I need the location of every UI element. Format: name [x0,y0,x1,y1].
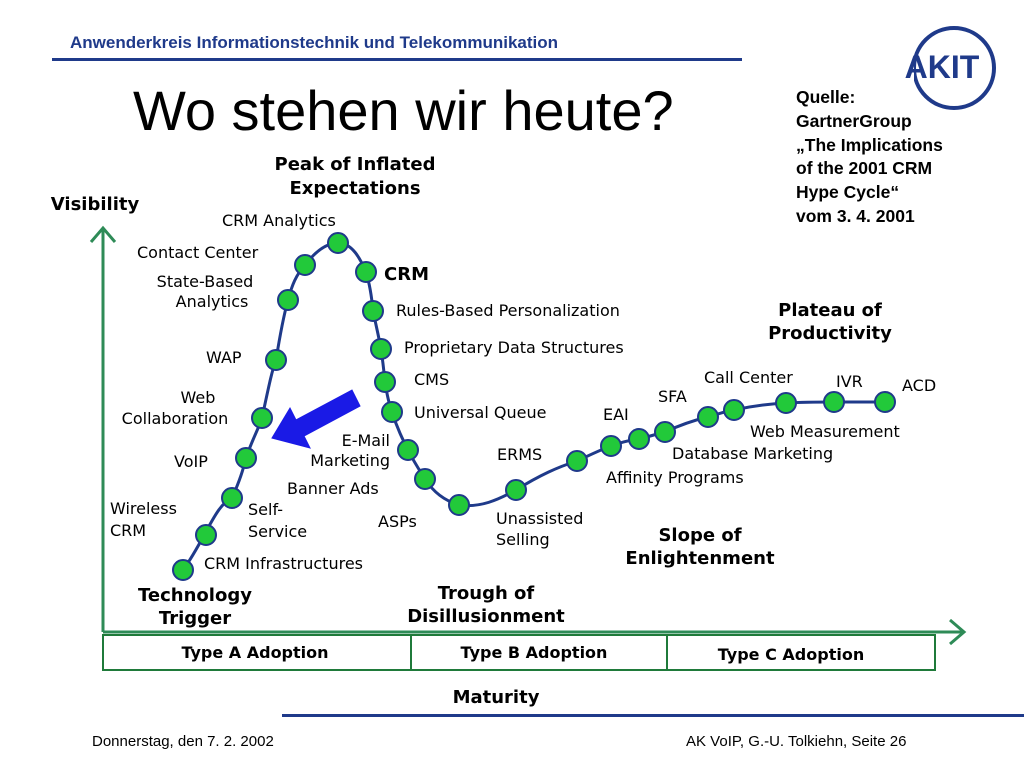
label-contact-center: Contact Center [137,243,259,262]
label-self-service-2: Service [248,522,307,541]
node-wireless-crm [195,524,217,546]
label-proprietary: Proprietary Data Structures [404,338,624,357]
label-web-measurement: Web Measurement [750,422,900,441]
label-web-collaboration-1: Web [181,388,216,407]
adoption-label-b: Type B Adoption [461,643,608,662]
node-crm-analytics [327,232,349,254]
label-wireless-crm-2: CRM [110,521,146,540]
node-acd [874,391,896,413]
phase-peak-line2: Expectations [289,178,420,199]
node-wap [265,349,287,371]
phase-plateau-line2: Productivity [768,323,892,344]
node-web-measurement [723,399,745,421]
label-ivr: IVR [836,372,863,391]
label-email-marketing-2: Marketing [310,451,390,470]
phase-peak-line1: Peak of Inflated [275,154,436,175]
adoption-box-c [666,634,936,671]
node-crm-infrastructures [172,559,194,581]
footer-page: AK VoIP, G.-U. Tolkiehn, Seite 26 [686,733,907,750]
adoption-label-c: Type C Adoption [718,645,864,664]
footer-rule [282,714,1024,717]
adoption-box-b [410,634,668,671]
phase-plateau-line1: Plateau of [778,300,882,321]
phase-trough-line1: Trough of [438,583,535,604]
adoption-label-a: Type A Adoption [181,643,328,662]
node-ivr [823,391,845,413]
node-web-collaboration [251,407,273,429]
akit-logo: AKIT [892,20,996,120]
x-axis-label: Maturity [453,687,540,708]
node-proprietary [370,338,392,360]
phase-slope-line1: Slope of [658,525,741,546]
node-rules-based [362,300,384,322]
node-banner-ads [414,468,436,490]
y-axis-arrowhead [89,225,117,243]
label-state-based-1: State-Based [157,272,254,291]
slide-title: Wo stehen wir heute? [133,79,674,142]
label-unassisted-2: Selling [496,530,550,549]
node-voip [235,447,257,469]
source-line: „The Implications [796,134,943,155]
source-line: of the 2001 CRM [796,158,933,179]
node-erms [566,450,588,472]
phase-slope-line2: Enlightenment [625,548,775,569]
source-line: vom 3. 4. 2001 [796,205,915,226]
label-asps: ASPs [378,512,417,531]
header-rule [52,58,742,61]
label-call-center: Call Center [704,368,793,387]
label-email-marketing-1: E-Mail [342,431,390,450]
source-line: GartnerGroup [796,110,912,131]
adoption-box-a [102,634,412,671]
node-crm [355,261,377,283]
phase-trough-line2: Disillusionment [407,606,565,627]
label-cms: CMS [414,370,449,389]
node-state-based-analytics [277,289,299,311]
label-voip: VoIP [174,452,208,471]
node-universal-queue [381,401,403,423]
left-pointing-arrow-icon [271,389,361,449]
node-email-marketing [397,439,419,461]
node-unassisted-selling [505,479,527,501]
label-state-based-2: Analytics [176,292,249,311]
label-wireless-crm-1: Wireless [110,499,177,518]
label-web-collaboration-2: Collaboration [122,409,229,428]
label-rules-based: Rules-Based Personalization [396,301,620,320]
node-contact-center [294,254,316,276]
label-crm-analytics: CRM Analytics [222,211,336,230]
label-banner-ads: Banner Ads [287,479,379,498]
node-database-marketing [654,421,676,443]
label-acd: ACD [902,376,936,395]
phase-trigger-line2: Trigger [159,608,231,629]
phase-trigger-line1: Technology [138,585,252,606]
label-crm: CRM [384,264,429,285]
node-asps [448,494,470,516]
node-sfa [697,406,719,428]
footer-date: Donnerstag, den 7. 2. 2002 [92,733,274,750]
x-axis-arrowhead [949,618,967,646]
node-self-service [221,487,243,509]
label-crm-infrastructures: CRM Infrastructures [204,554,363,573]
node-affinity-programs [600,435,622,457]
source-line: Quelle: [796,87,856,107]
node-cms [374,371,396,393]
label-database-marketing: Database Marketing [672,444,833,463]
label-universal-queue: Universal Queue [414,403,546,422]
label-sfa: SFA [658,387,687,406]
label-eai: EAI [603,405,629,424]
label-wap: WAP [206,348,242,367]
logo-text: AKIT [905,49,980,85]
node-call-center [775,392,797,414]
technology-nodes [172,232,896,581]
label-unassisted-1: Unassisted [496,509,583,528]
node-eai [628,428,650,450]
label-affinity-programs: Affinity Programs [606,468,744,487]
source-citation: Quelle: GartnerGroup „The Implications o… [796,86,943,229]
source-line: Hype Cycle“ [796,182,900,203]
label-self-service-1: Self- [248,500,283,519]
y-axis-label: Visibility [51,194,140,215]
label-erms: ERMS [497,445,542,464]
header-title: Anwenderkreis Informationstechnik und Te… [70,33,559,52]
